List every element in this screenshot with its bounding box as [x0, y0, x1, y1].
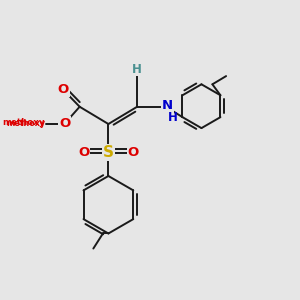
Text: S: S: [103, 145, 114, 160]
Text: O: O: [59, 117, 70, 130]
Text: O: O: [78, 146, 89, 159]
Text: O: O: [58, 83, 69, 96]
Text: H: H: [132, 63, 142, 76]
Text: methoxy: methoxy: [2, 118, 45, 127]
Text: O: O: [128, 146, 139, 159]
Text: N: N: [162, 99, 173, 112]
Text: methoxy: methoxy: [6, 119, 45, 128]
Text: H: H: [168, 111, 178, 124]
